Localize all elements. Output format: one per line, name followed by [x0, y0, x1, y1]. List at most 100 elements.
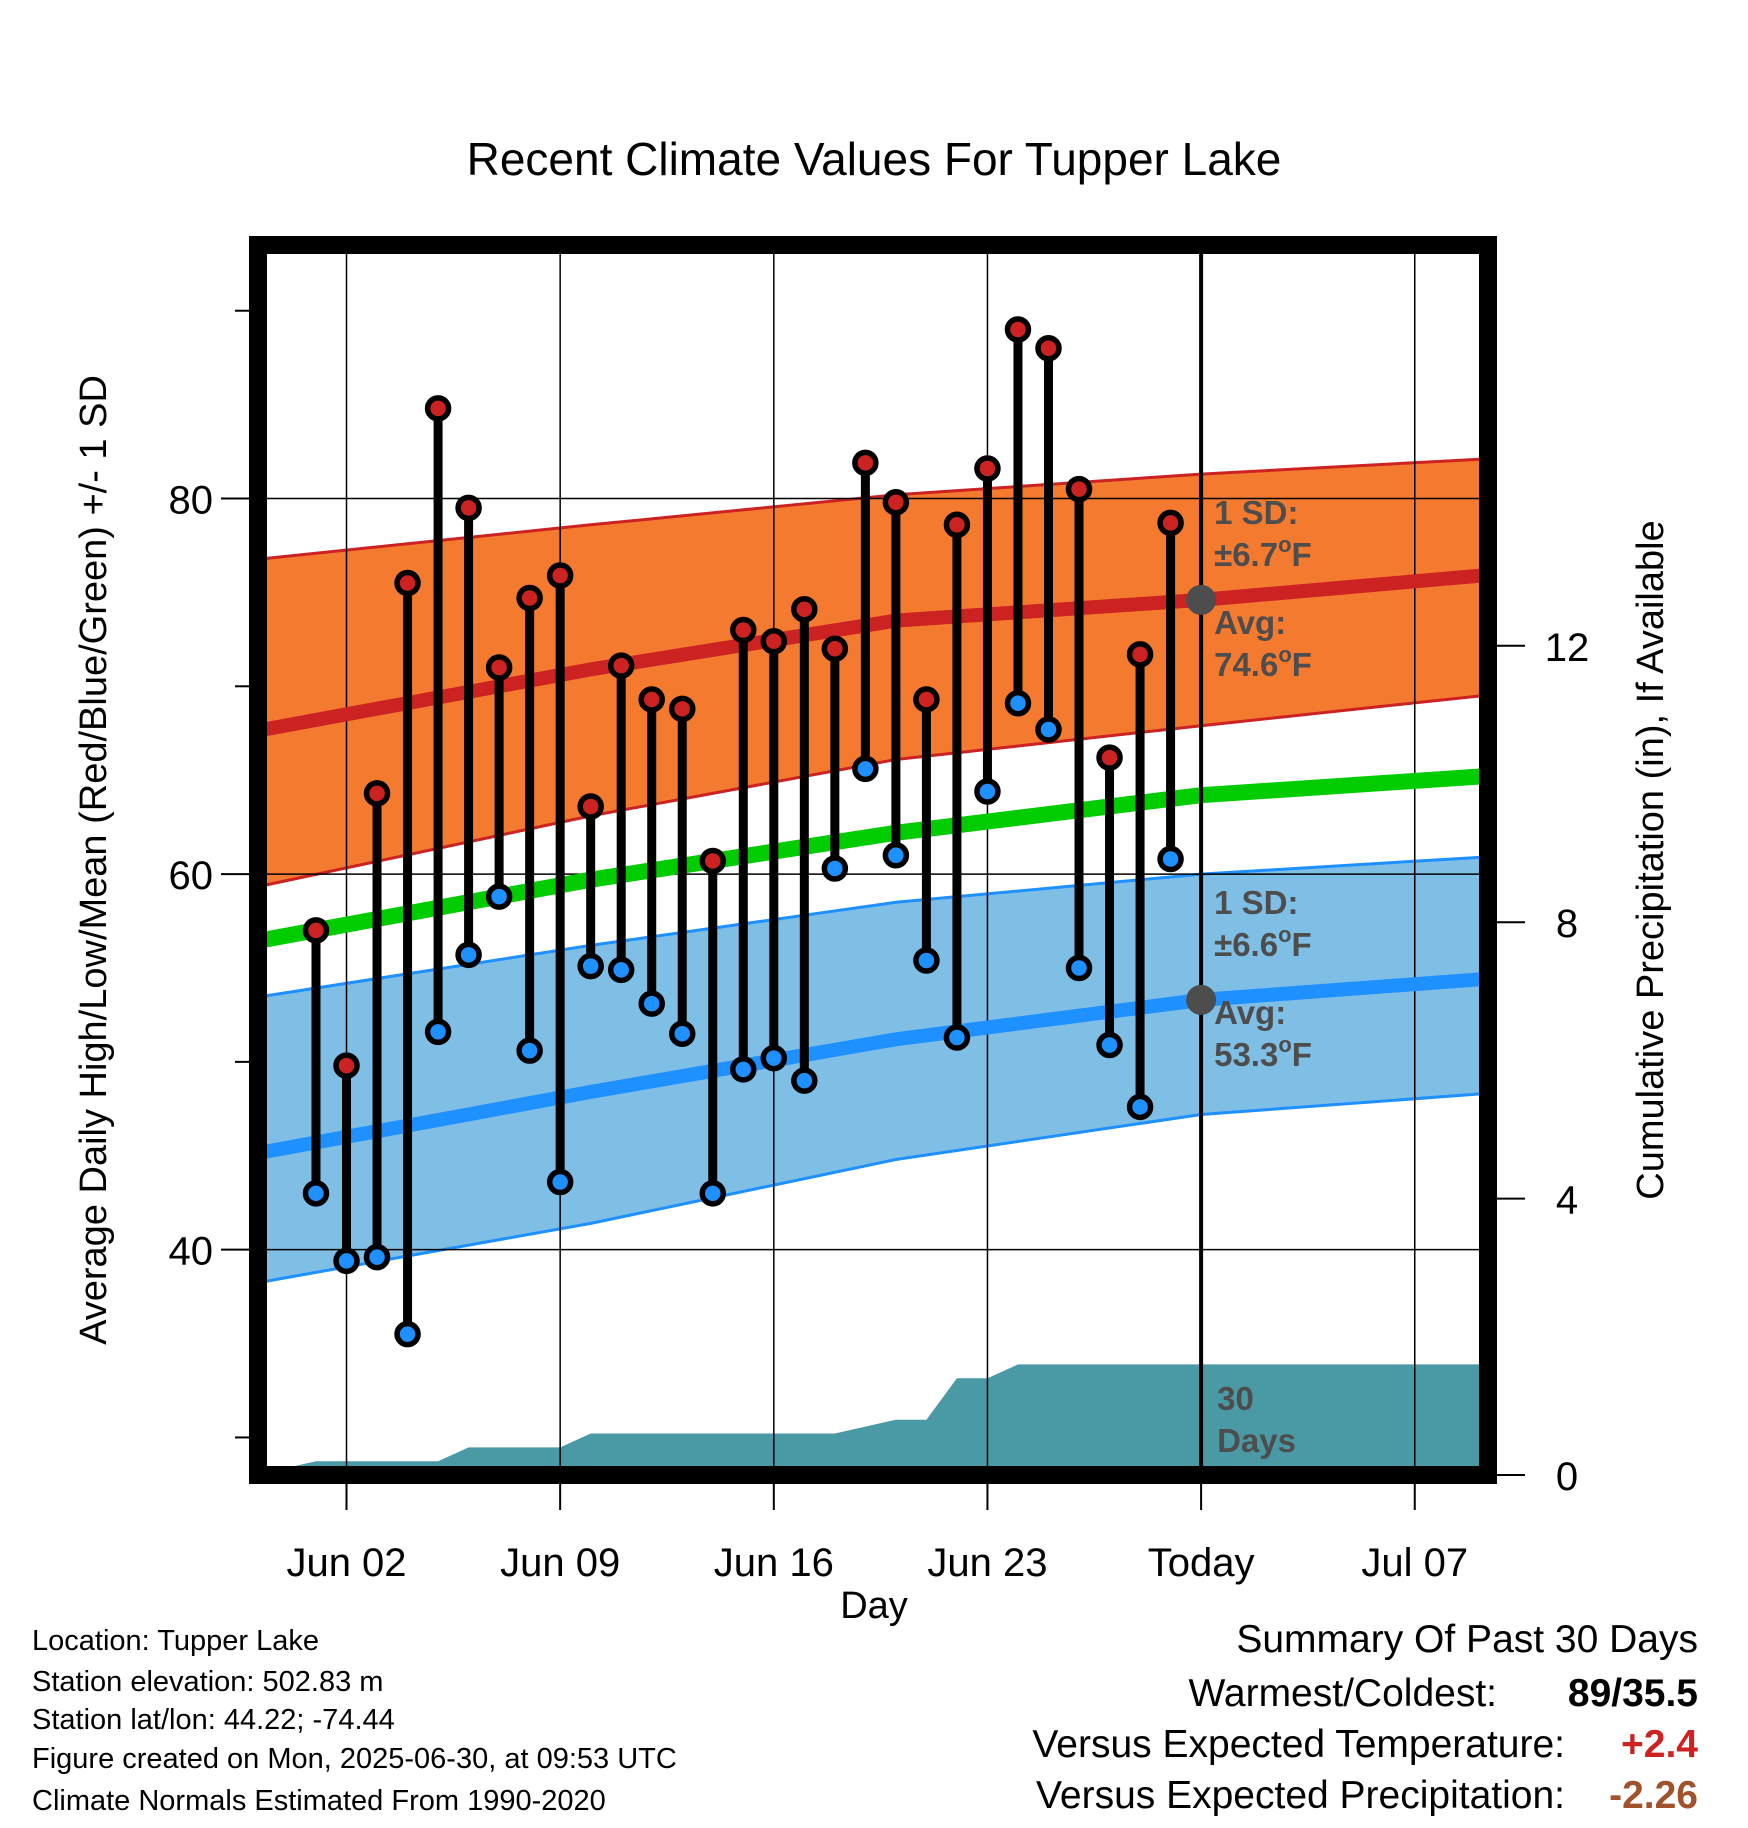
y2-tick-label-1: 4: [1556, 1179, 1578, 1223]
x-tick-label-1: Jun 09: [500, 1541, 620, 1585]
daily-low-point-8: [546, 1168, 574, 1196]
daily-low-point-24: [1035, 716, 1062, 743]
daily-low-point-6: [485, 883, 513, 910]
today-normal-high-marker: [1186, 584, 1217, 615]
daily-low-point-21: [943, 1024, 971, 1051]
daily-low-point-25: [1065, 954, 1093, 982]
high-sd-label: 1 SD:: [1214, 494, 1298, 531]
summary-temp-label: Versus Expected Temperature:: [1032, 1723, 1565, 1766]
daily-high-point-23: [1004, 316, 1032, 343]
x-tick-label-2: Jun 16: [714, 1541, 834, 1585]
daily-low-point-4: [424, 1018, 452, 1046]
daily-low-point-10: [607, 956, 635, 984]
daily-high-point-25: [1065, 475, 1093, 503]
daily-high-point-1: [333, 1052, 360, 1079]
daily-high-point-13: [699, 847, 727, 875]
footer-normals: Climate Normals Estimated From 1990-2020: [32, 1785, 606, 1817]
high-sd-value: ±6.7oF: [1214, 532, 1312, 573]
footer-created: Figure created on Mon, 2025-06-30, at 09…: [32, 1743, 677, 1775]
daily-high-point-26: [1096, 744, 1123, 771]
normal-low-mean-line: [262, 972, 1483, 1159]
high-avg-label: Avg:: [1214, 604, 1286, 641]
y2-tick-label-2: 8: [1556, 902, 1578, 946]
daily-low-point-18: [852, 755, 879, 783]
y2-tick-label-0: 0: [1556, 1455, 1578, 1499]
normal-low-lower-edge: [263, 1092, 1483, 1284]
daily-low-point-19: [882, 842, 910, 869]
x-tick-label-0: Jun 02: [286, 1541, 406, 1585]
precip-30-label: 30: [1217, 1380, 1254, 1417]
daily-low-point-11: [638, 990, 665, 1017]
daily-high-point-16: [791, 596, 818, 623]
daily-high-point-5: [455, 494, 482, 522]
daily-low-point-28: [1157, 845, 1184, 873]
precipitation-area-layer: [264, 1364, 1482, 1475]
precipitation-area: [264, 1364, 1482, 1475]
daily-high-point-15: [760, 627, 788, 655]
daily-low-point-16: [791, 1067, 818, 1094]
x-tick-label-5: Jul 07: [1361, 1541, 1468, 1585]
y2-tick-label-3: 12: [1545, 626, 1590, 670]
daily-high-point-14: [730, 616, 757, 644]
low-sd-label: 1 SD:: [1214, 884, 1298, 921]
station-footer: Location: Tupper Lake Station elevation:…: [32, 1625, 677, 1817]
daily-low-point-14: [730, 1056, 757, 1083]
daily-low-point-7: [516, 1037, 543, 1064]
daily-low-point-1: [333, 1247, 360, 1275]
y-axis-label: Average Daily High/Low/Mean (Red/Blue/Gr…: [73, 375, 115, 1345]
daily-low-point-3: [394, 1320, 421, 1348]
high-avg-value: 74.6oF: [1214, 642, 1312, 683]
daily-low-point-23: [1004, 689, 1032, 717]
daily-high-point-18: [852, 449, 879, 477]
summary-title: Summary Of Past 30 Days: [1236, 1618, 1698, 1661]
low-avg-label: Avg:: [1214, 994, 1286, 1031]
x-tick-label-4: Today: [1148, 1541, 1255, 1585]
daily-low-point-2: [363, 1243, 391, 1271]
chart-title: Recent Climate Values For Tupper Lake: [467, 133, 1282, 185]
y-tick-label-0: 40: [169, 1230, 214, 1274]
y-tick-label-1: 60: [169, 854, 214, 898]
plot-frame: [249, 236, 1497, 1484]
daily-low-point-15: [760, 1044, 788, 1072]
x-axis-label: Day: [840, 1585, 908, 1627]
daily-high-point-10: [607, 652, 635, 679]
low-avg-value: 53.3oF: [1214, 1032, 1312, 1073]
summary-precip-value: -2.26: [1609, 1774, 1698, 1817]
daily-high-point-4: [424, 395, 452, 422]
summary-precip-label: Versus Expected Precipitation:: [1036, 1774, 1565, 1817]
normal-bands-layer: [263, 457, 1483, 1284]
daily-low-point-20: [913, 947, 940, 974]
daily-high-point-21: [943, 511, 971, 539]
summary-panel: Summary Of Past 30 Days Warmest/Coldest:…: [1032, 1618, 1698, 1817]
summary-warmest-value: 89/35.5: [1568, 1672, 1698, 1715]
daily-range-layer: [302, 316, 1184, 1348]
normal-low-upper-edge: [263, 855, 1482, 998]
daily-high-point-17: [821, 635, 849, 662]
daily-low-point-17: [821, 855, 849, 882]
daily-high-point-6: [485, 654, 513, 681]
daily-low-point-5: [455, 941, 482, 969]
daily-high-point-22: [974, 455, 1001, 482]
y2-axis-label: Cumulative Precipitation (in), If Availa…: [1630, 520, 1672, 1199]
footer-latlon: Station lat/lon: 44.22; -74.44: [32, 1704, 395, 1736]
daily-high-point-24: [1035, 335, 1062, 362]
daily-low-point-22: [974, 778, 1001, 805]
low-sd-value: ±6.6oF: [1214, 922, 1312, 963]
daily-high-point-27: [1126, 641, 1154, 668]
daily-high-point-19: [882, 489, 910, 516]
daily-high-point-11: [638, 686, 665, 713]
summary-temp-value: +2.4: [1621, 1723, 1698, 1766]
daily-high-point-2: [363, 780, 391, 807]
daily-high-point-12: [668, 695, 696, 723]
daily-low-point-26: [1096, 1031, 1123, 1059]
daily-low-point-27: [1126, 1093, 1154, 1121]
daily-high-point-0: [302, 917, 330, 944]
daily-high-point-9: [577, 793, 604, 820]
footer-elevation: Station elevation: 502.83 m: [32, 1666, 383, 1698]
daily-low-point-0: [302, 1180, 330, 1207]
axes-layer: 40 60 80 0 4 8 12 Jun 02 Jun 09 Jun 16 Jun 23 Today…: [169, 309, 1590, 1585]
daily-high-point-7: [516, 584, 543, 612]
daily-high-point-8: [546, 562, 574, 589]
